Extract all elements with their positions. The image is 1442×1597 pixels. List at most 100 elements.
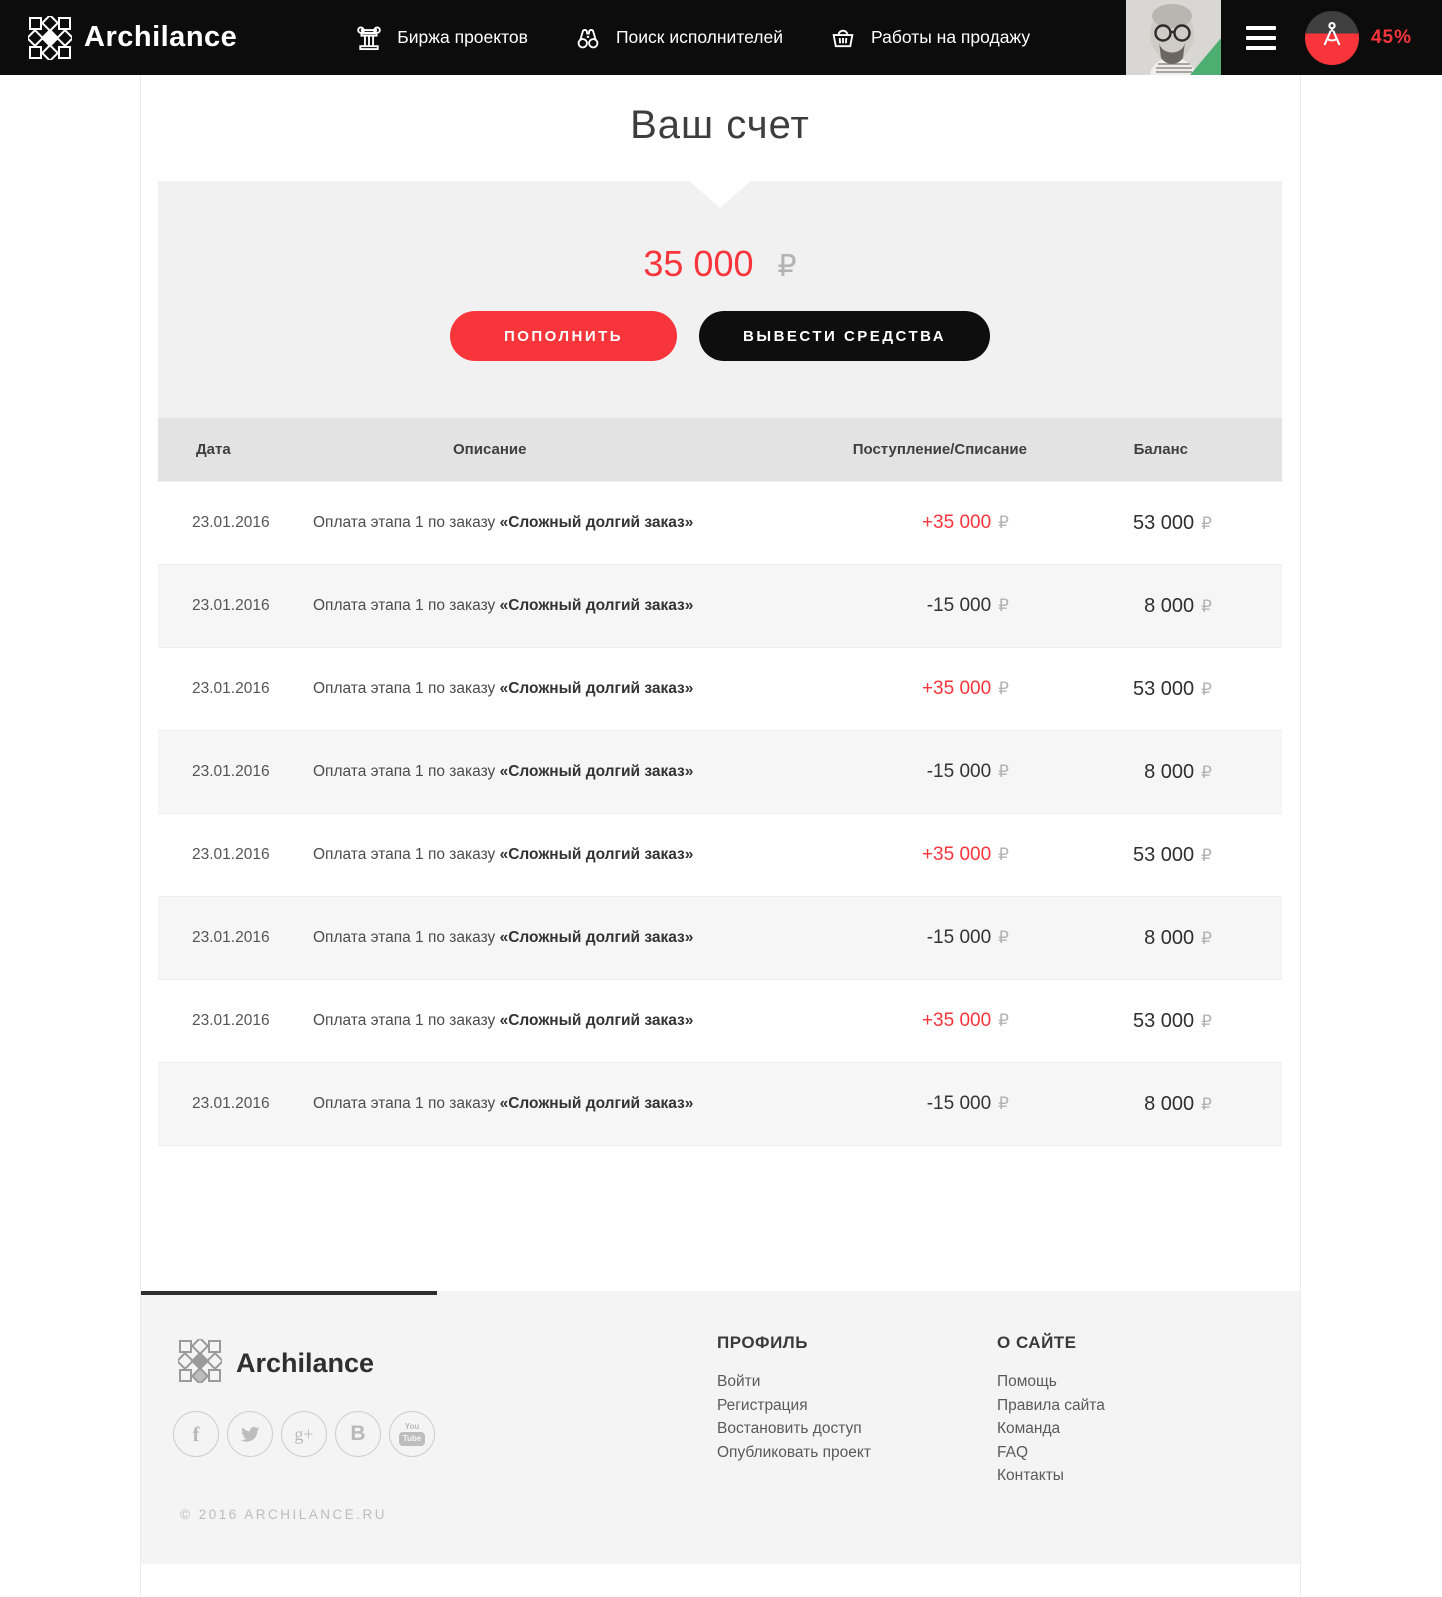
transaction-date: 23.01.2016: [192, 680, 270, 697]
transaction-description: Оплата этапа 1 по заказу «Сложный долгий…: [313, 1095, 694, 1112]
footer-link[interactable]: Правила сайта: [997, 1396, 1105, 1414]
footer-link[interactable]: Опубликовать проект: [717, 1443, 871, 1461]
footer-link[interactable]: Войти: [717, 1373, 761, 1390]
copyright: © 2016 ARCHILANCE.RU: [180, 1507, 388, 1522]
transaction-balance: 53 000 ₽: [1133, 843, 1212, 866]
transaction-description: Оплата этапа 1 по заказу «Сложный долгий…: [313, 1012, 694, 1029]
page-title: Ваш счет: [630, 103, 810, 147]
transaction-date: 23.01.2016: [192, 929, 270, 946]
transaction-description: Оплата этапа 1 по заказу «Сложный долгий…: [313, 680, 694, 697]
withdraw-button[interactable]: ВЫВЕСТИ СРЕДСТВА: [699, 311, 991, 361]
table-row[interactable]: 23.01.2016 Оплата этапа 1 по заказу «Сло…: [158, 813, 1282, 896]
transaction-description: Оплата этапа 1 по заказу «Сложный долгий…: [313, 597, 694, 614]
transaction-description: Оплата этапа 1 по заказу «Сложный долгий…: [313, 846, 694, 863]
nav-item-find-performers[interactable]: Поиск исполнителей: [574, 24, 783, 52]
footer-brand[interactable]: Archilance: [175, 1336, 375, 1388]
basket-icon: [829, 24, 871, 52]
transaction-balance: 8 000 ₽: [1144, 594, 1212, 617]
transaction-date: 23.01.2016: [192, 763, 270, 780]
brand-name: Archilance: [84, 21, 238, 53]
transaction-amount: -15 000 ₽: [926, 927, 1009, 948]
transaction-balance: 8 000 ₽: [1144, 1092, 1212, 1115]
facebook-icon[interactable]: f: [173, 1411, 219, 1457]
footer-brand-name: Archilance: [236, 1348, 375, 1378]
content-right-border: [1300, 75, 1301, 1597]
table-header-row: Дата Описание Поступление/Списание Балан…: [158, 418, 1282, 481]
transaction-balance: 53 000 ₽: [1133, 677, 1212, 700]
footer-link[interactable]: Контакты: [997, 1467, 1064, 1484]
footer-link[interactable]: FAQ: [997, 1443, 1029, 1461]
compass-icon: [1317, 20, 1347, 55]
table-bottom-border: [158, 1145, 1282, 1146]
transaction-date: 23.01.2016: [192, 1012, 270, 1029]
footer-link[interactable]: Команда: [997, 1420, 1061, 1437]
progress-percent: 45%: [1370, 26, 1412, 48]
brand-logo[interactable]: Archilance: [28, 15, 238, 60]
balance-amount: 35 000: [643, 243, 754, 284]
transaction-balance: 53 000 ₽: [1133, 1009, 1212, 1032]
transaction-amount: -15 000 ₽: [926, 1093, 1009, 1114]
balance-panel: 35 000 ₽ ПОПОЛНИТЬ ВЫВЕСТИ СРЕДСТВА: [158, 181, 1282, 418]
footer-link[interactable]: Помощь: [997, 1373, 1057, 1390]
table-row[interactable]: 23.01.2016 Оплата этапа 1 по заказу «Сло…: [158, 979, 1282, 1062]
nav-label: Поиск исполнителей: [615, 27, 784, 47]
footer-link[interactable]: Востановить доступ: [717, 1420, 862, 1437]
transaction-amount: -15 000 ₽: [926, 761, 1009, 782]
footer-accent-line: [140, 1291, 437, 1295]
transaction-description: Оплата этапа 1 по заказу «Сложный долгий…: [313, 763, 694, 780]
main-nav: Биржа проектов Поиск исполнителей: [355, 24, 1030, 52]
footer-column-profile: ПРОФИЛЬ Войти Регистрация Востановить дост…: [717, 1333, 871, 1464]
nav-item-works-for-sale[interactable]: Работы на продажу: [829, 24, 1030, 52]
transaction-amount: -15 000 ₽: [926, 595, 1009, 616]
transaction-balance: 8 000 ₽: [1144, 926, 1212, 949]
col-header-amount: Поступление/Списание: [852, 441, 1027, 458]
menu-burger-icon[interactable]: [1245, 0, 1278, 75]
compass-badge[interactable]: [1304, 10, 1359, 65]
col-header-balance: Баланс: [1133, 441, 1188, 458]
user-avatar[interactable]: [1125, 0, 1221, 75]
transaction-amount: +35 000 ₽: [921, 1010, 1009, 1031]
transaction-description: Оплата этапа 1 по заказу «Сложный долгий…: [313, 514, 694, 531]
col-header-date: Дата: [196, 441, 231, 458]
transaction-description: Оплата этапа 1 по заказу «Сложный долгий…: [313, 929, 694, 946]
transaction-balance: 53 000 ₽: [1133, 511, 1212, 534]
table-row[interactable]: 23.01.2016 Оплата этапа 1 по заказу «Сло…: [158, 896, 1282, 979]
archilance-logo-icon: [28, 15, 72, 60]
transaction-date: 23.01.2016: [192, 1095, 270, 1112]
footer-link[interactable]: Регистрация: [717, 1396, 808, 1414]
table-row[interactable]: 23.01.2016 Оплата этапа 1 по заказу «Сло…: [158, 730, 1282, 813]
google-plus-icon[interactable]: g+: [281, 1411, 327, 1457]
twitter-icon[interactable]: [227, 1411, 273, 1457]
main-content: Ваш счет 35 000 ₽ ПОПОЛНИТЬ ВЫВЕСТИ СРЕД…: [140, 75, 1300, 1564]
transaction-date: 23.01.2016: [192, 846, 270, 863]
table-row[interactable]: 23.01.2016 Оплата этапа 1 по заказу «Сло…: [158, 1062, 1282, 1145]
transaction-amount: +35 000 ₽: [921, 844, 1009, 865]
table-row[interactable]: 23.01.2016 Оплата этапа 1 по заказу «Сло…: [158, 564, 1282, 647]
transaction-amount: +35 000 ₽: [921, 678, 1009, 699]
youtube-icon[interactable]: You Tube: [389, 1411, 435, 1457]
footer-column-about: О САЙТЕ Помощь Правила сайта Команда FAQ Кон…: [997, 1333, 1105, 1488]
transaction-date: 23.01.2016: [192, 514, 270, 531]
balance-line: 35 000 ₽: [158, 181, 1282, 285]
transaction-amount: +35 000 ₽: [921, 512, 1009, 533]
footer-column-title: О САЙТЕ: [997, 1333, 1077, 1352]
social-links: f g+ B You Tube: [173, 1411, 435, 1457]
ruble-sign: ₽: [777, 249, 797, 284]
footer: Archilance f g+ B You Tube © 2016 ARCHIL…: [140, 1291, 1300, 1564]
topup-button[interactable]: ПОПОЛНИТЬ: [449, 311, 678, 361]
transaction-date: 23.01.2016: [192, 597, 270, 614]
col-header-description: Описание: [453, 441, 527, 458]
footer-column-title: ПРОФИЛЬ: [717, 1333, 808, 1352]
top-header: Archilance Биржа проектов: [0, 0, 1442, 75]
binoculars-icon: [574, 24, 616, 52]
table-row[interactable]: 23.01.2016 Оплата этапа 1 по заказу «Сло…: [158, 647, 1282, 730]
nav-item-projects-exchange[interactable]: Биржа проектов: [355, 24, 528, 52]
panel-notch: [689, 181, 751, 208]
content-left-border: [140, 75, 141, 1597]
behance-icon[interactable]: B: [335, 1411, 381, 1457]
column-icon: [355, 24, 397, 52]
table-body: 23.01.2016 Оплата этапа 1 по заказу «Сло…: [158, 481, 1282, 1145]
table-row[interactable]: 23.01.2016 Оплата этапа 1 по заказу «Сло…: [158, 481, 1282, 564]
nav-label: Работы на продажу: [871, 27, 1031, 47]
profile-progress: 45%: [1304, 10, 1412, 65]
